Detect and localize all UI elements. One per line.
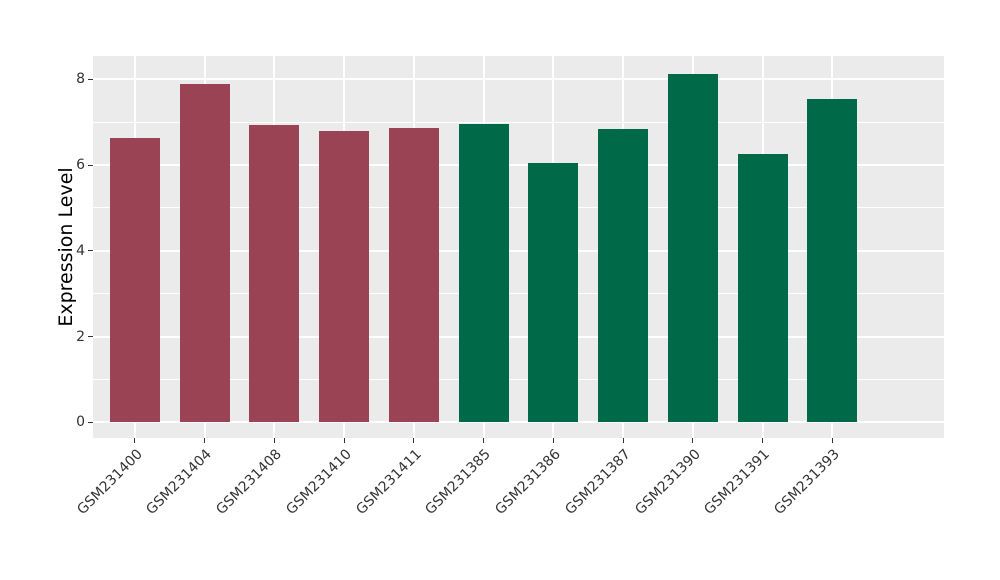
x-tick-label-text: GSM231411	[352, 446, 425, 518]
gridline-major-horizontal	[93, 78, 944, 81]
x-tick-mark	[273, 438, 275, 443]
x-tick-label-text: GSM231387	[562, 446, 634, 518]
y-tick-mark	[88, 421, 93, 423]
x-tick-label-text: GSM231400	[73, 446, 146, 518]
y-tick-mark	[88, 250, 93, 252]
x-tick-mark	[692, 438, 694, 443]
x-tick-mark	[552, 438, 554, 443]
plot-panel	[93, 56, 944, 438]
x-tick-mark	[762, 438, 764, 443]
gridline-minor-horizontal	[93, 207, 944, 209]
bar-GSM231408	[249, 124, 300, 423]
bar-GSM231390	[667, 74, 718, 423]
x-tick-label-text: GSM231391	[701, 446, 774, 518]
gridline-minor-horizontal	[93, 378, 944, 380]
y-tick-mark	[88, 78, 93, 80]
bar-GSM231410	[319, 131, 370, 423]
gridline-minor-horizontal	[93, 121, 944, 123]
x-tick-label-text: GSM231404	[143, 446, 216, 518]
bar-GSM231386	[528, 163, 579, 423]
y-tick-label: 4	[76, 242, 85, 259]
bar-GSM231387	[598, 129, 649, 423]
gridline-major-horizontal	[93, 335, 944, 338]
bar-GSM231404	[179, 84, 230, 423]
gridline-minor-horizontal	[93, 293, 944, 295]
bar-GSM231411	[388, 127, 439, 423]
x-tick-label-text: GSM231390	[631, 446, 704, 518]
x-tick-mark	[134, 438, 136, 443]
bar-GSM231391	[737, 153, 788, 423]
y-tick-mark	[88, 336, 93, 338]
x-tick-mark	[413, 438, 415, 443]
gridline-major-horizontal	[93, 249, 944, 252]
x-tick-label-text: GSM231393	[771, 446, 843, 518]
y-tick-label: 0	[76, 414, 85, 431]
bar-GSM231385	[458, 123, 509, 423]
y-tick-mark	[88, 164, 93, 166]
x-tick-mark	[343, 438, 345, 443]
x-tick-label-text: GSM231408	[213, 446, 285, 518]
x-tick-mark	[204, 438, 206, 443]
x-tick-label-text: GSM231386	[492, 446, 564, 518]
bar-GSM231393	[807, 99, 858, 423]
gridline-major-horizontal	[93, 164, 944, 167]
y-tick-label: 2	[76, 328, 85, 345]
x-tick-mark	[622, 438, 624, 443]
y-tick-label: 8	[76, 71, 85, 88]
x-tick-label-text: GSM231385	[422, 446, 495, 518]
x-tick-label-text: GSM231410	[283, 446, 355, 518]
bar-GSM231400	[109, 137, 160, 423]
x-tick-mark	[831, 438, 833, 443]
y-tick-label: 6	[76, 157, 85, 174]
x-tick-mark	[483, 438, 485, 443]
gridline-major-horizontal	[93, 421, 944, 424]
